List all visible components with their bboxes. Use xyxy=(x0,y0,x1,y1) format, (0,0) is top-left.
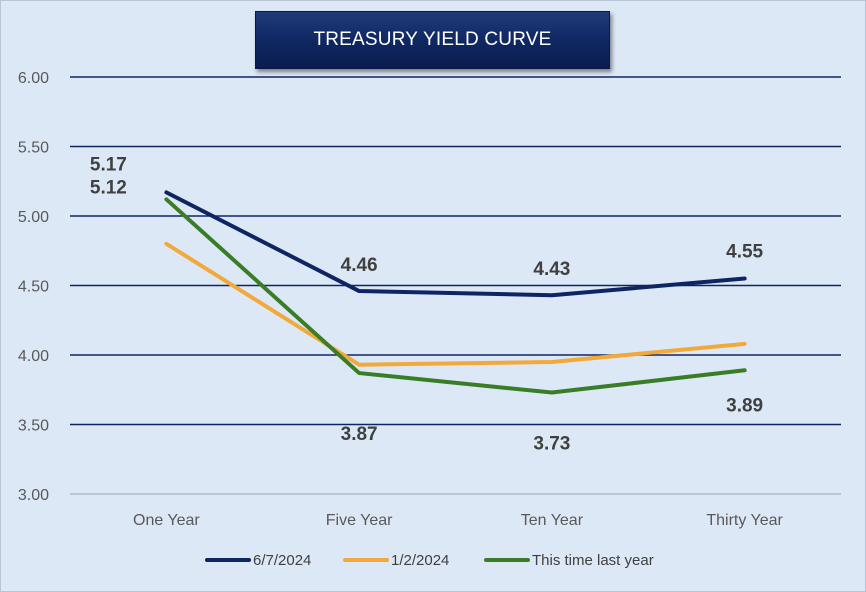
y-tick-label: 5.00 xyxy=(18,209,49,226)
y-tick-label: 3.50 xyxy=(18,418,49,435)
y-tick-label: 4.00 xyxy=(18,348,49,365)
y-tick-label: 3.00 xyxy=(18,487,49,504)
series-line-3 xyxy=(164,197,747,395)
x-tick-label: Ten Year xyxy=(521,512,584,529)
legend-label: 1/2/2024 xyxy=(391,552,449,569)
legend-label: 6/7/2024 xyxy=(253,552,311,569)
data-labels: 5.17 4.46 4.43 4.55 5.12 3.87 3.73 3.89 xyxy=(90,154,764,454)
gridlines xyxy=(70,76,841,495)
x-tick-label: Thirty Year xyxy=(706,512,783,529)
data-label: 3.87 xyxy=(341,424,378,445)
y-tick-label: 5.50 xyxy=(18,140,49,157)
series-lines xyxy=(164,190,747,395)
data-label: 4.43 xyxy=(533,259,570,280)
data-label: 3.73 xyxy=(533,434,570,455)
data-label: 5.12 xyxy=(90,177,127,198)
legend-label: This time last year xyxy=(532,552,654,569)
y-tick-label: 6.00 xyxy=(18,70,49,87)
data-label: 4.55 xyxy=(726,242,763,263)
x-tick-label: One Year xyxy=(133,512,200,529)
x-axis-ticks: One Year Five Year Ten Year Thirty Year xyxy=(133,512,784,529)
y-axis-ticks: 3.00 3.50 4.00 4.50 5.00 5.50 6.00 xyxy=(18,70,49,504)
series-line-2 xyxy=(164,241,747,367)
legend: 6/7/2024 1/2/2024 This time last year xyxy=(205,552,654,569)
data-label: 4.46 xyxy=(341,255,378,276)
x-tick-label: Five Year xyxy=(326,512,393,529)
series-line-1 xyxy=(164,190,747,298)
data-label: 3.89 xyxy=(726,395,763,416)
y-tick-label: 4.50 xyxy=(18,279,49,296)
chart-title: TREASURY YIELD CURVE xyxy=(255,11,610,69)
data-label: 5.17 xyxy=(90,154,127,175)
